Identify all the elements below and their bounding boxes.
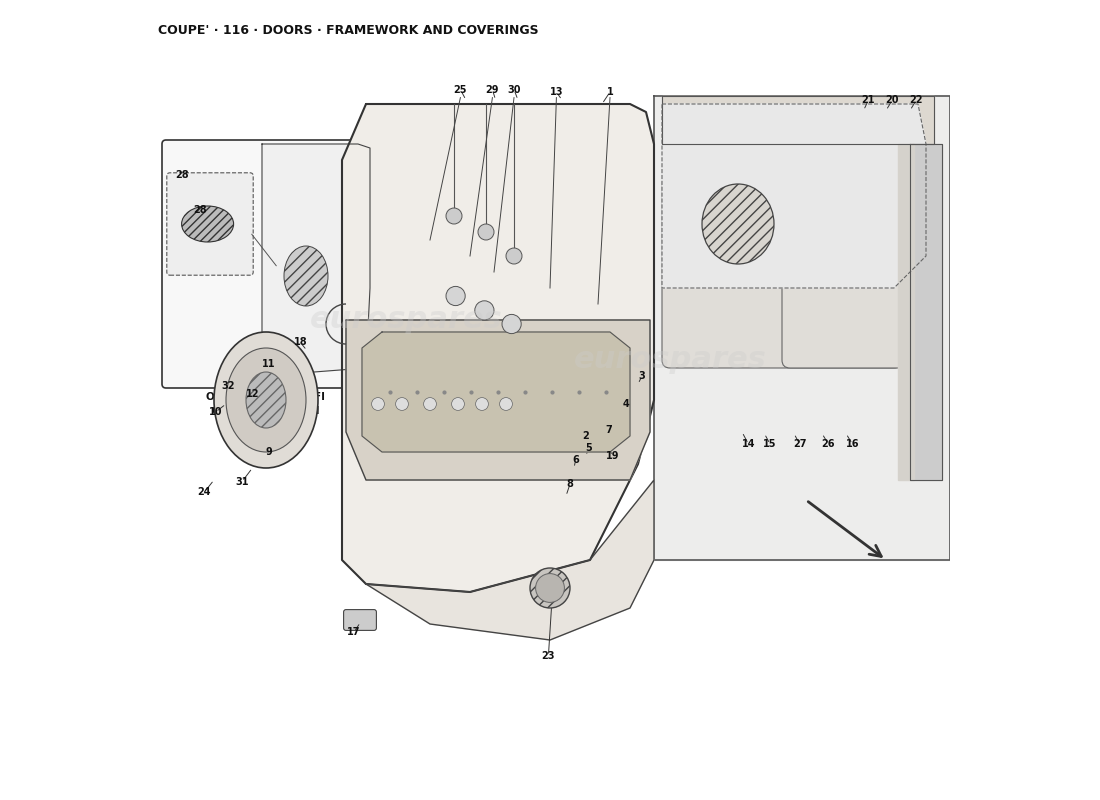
- Polygon shape: [662, 96, 934, 144]
- Text: 5: 5: [585, 443, 592, 453]
- Circle shape: [506, 248, 522, 264]
- Text: 4: 4: [623, 399, 629, 409]
- Ellipse shape: [226, 348, 306, 452]
- Text: 9: 9: [265, 447, 272, 457]
- Circle shape: [452, 398, 464, 410]
- Text: 22: 22: [910, 95, 923, 105]
- Text: 3: 3: [639, 371, 646, 381]
- Polygon shape: [662, 104, 926, 288]
- Polygon shape: [362, 332, 630, 452]
- Ellipse shape: [702, 184, 774, 264]
- Text: 19: 19: [606, 451, 619, 461]
- Circle shape: [478, 224, 494, 240]
- Circle shape: [502, 314, 521, 334]
- Text: 21: 21: [861, 95, 876, 105]
- Polygon shape: [342, 104, 654, 592]
- Text: 14: 14: [741, 439, 755, 449]
- Ellipse shape: [182, 206, 233, 242]
- Text: 28: 28: [176, 170, 189, 180]
- Circle shape: [499, 398, 513, 410]
- Text: OPT. IMPIANTO HI FI
OPT. HI FI SYSTEM: OPT. IMPIANTO HI FI OPT. HI FI SYSTEM: [207, 392, 326, 416]
- FancyBboxPatch shape: [782, 176, 918, 368]
- Polygon shape: [654, 96, 950, 560]
- Circle shape: [475, 398, 488, 410]
- Polygon shape: [346, 320, 650, 480]
- Ellipse shape: [214, 332, 318, 468]
- Text: 15: 15: [763, 439, 777, 449]
- Circle shape: [446, 208, 462, 224]
- Polygon shape: [366, 480, 654, 640]
- Text: 28: 28: [192, 205, 207, 214]
- Ellipse shape: [284, 246, 328, 306]
- FancyBboxPatch shape: [343, 610, 376, 630]
- Circle shape: [396, 398, 408, 410]
- Circle shape: [446, 286, 465, 306]
- Text: eurospares: eurospares: [573, 346, 767, 374]
- Text: 8: 8: [566, 479, 573, 489]
- Text: 30: 30: [507, 85, 520, 94]
- Circle shape: [475, 301, 494, 320]
- Text: COUPE' · 116 · DOORS · FRAMEWORK AND COVERINGS: COUPE' · 116 · DOORS · FRAMEWORK AND COV…: [158, 24, 539, 37]
- FancyBboxPatch shape: [162, 140, 378, 388]
- Text: eurospares: eurospares: [309, 306, 503, 334]
- Text: 16: 16: [846, 439, 859, 449]
- Text: 13: 13: [550, 87, 563, 97]
- Text: 31: 31: [235, 477, 249, 486]
- Text: 25: 25: [453, 85, 468, 94]
- Text: 11: 11: [262, 359, 275, 369]
- Text: 32: 32: [222, 381, 235, 390]
- Text: 17: 17: [348, 627, 361, 637]
- Text: 12: 12: [245, 389, 260, 398]
- Text: 1: 1: [606, 87, 614, 97]
- Text: 27: 27: [793, 439, 806, 449]
- Polygon shape: [262, 144, 370, 376]
- Text: 29: 29: [486, 85, 499, 94]
- Text: 20: 20: [886, 95, 899, 105]
- Text: 24: 24: [198, 487, 211, 497]
- Text: 6: 6: [572, 455, 579, 465]
- Text: 23: 23: [541, 651, 556, 661]
- Text: 7: 7: [605, 426, 612, 435]
- FancyBboxPatch shape: [662, 176, 902, 368]
- Circle shape: [530, 568, 570, 608]
- Text: 10: 10: [209, 407, 222, 417]
- Text: 2: 2: [583, 431, 590, 441]
- Text: 18: 18: [294, 338, 307, 347]
- Text: 26: 26: [822, 439, 835, 449]
- Polygon shape: [910, 144, 942, 480]
- Ellipse shape: [246, 372, 286, 428]
- FancyBboxPatch shape: [167, 173, 253, 275]
- Polygon shape: [898, 144, 914, 480]
- Circle shape: [424, 398, 437, 410]
- Circle shape: [372, 398, 384, 410]
- Circle shape: [536, 574, 564, 602]
